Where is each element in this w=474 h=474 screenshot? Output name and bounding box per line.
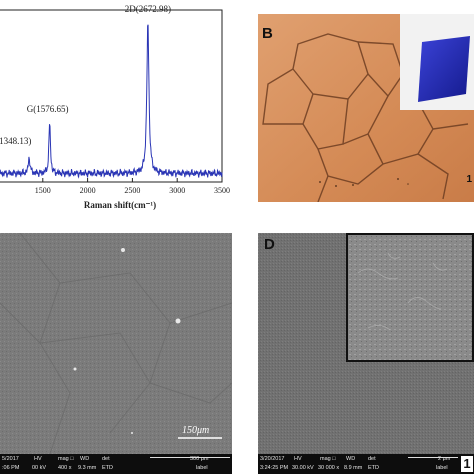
sem-c-wd-value: 9.3 mm [78,465,97,471]
x-tick-label: 2500 [124,186,140,195]
sem-c-det-value: ETD [102,465,113,471]
raman-spectrum-line [0,24,223,179]
sem-micrograph-low-mag [0,233,232,455]
sem-micrograph-high-mag [258,233,474,454]
x-tick-label: 3500 [214,186,230,195]
blue-sample-icon [418,36,470,102]
sem-d-date: 3/20/2017 [260,456,285,462]
optical-micrograph [258,14,474,202]
graphene-sample-photo [400,14,474,110]
sem-c-label-value: label [196,465,208,471]
peak-label: 1348.13) [0,136,31,146]
plot-frame [0,9,223,183]
panel-b-edge-text: 1 [466,174,472,185]
sem-c-wd-header: WD [80,456,90,462]
raman-chart: 1500 2000 2500 3000 3500 1348.13) G(1576.65) 2… [0,4,230,210]
sem-c-det-header: det [102,456,110,462]
panel-b-optical-image: B 1 [258,14,474,202]
sem-d-wd-value: 8.9 mm [344,465,363,471]
sem-info-bar-d: 3/20/2017 3:24:25 PM HV 30.00 kV mag □ 3… [258,454,474,474]
sem-d-det-header: det [368,456,376,462]
sem-c-hv-header: HV [34,456,42,462]
sem-d-hv-header: HV [294,456,302,462]
sem-info-bar-c: 5/2017 :06 PM HV 00 kV mag □ 400 x WD 9.… [0,454,232,474]
sem-c-mag-header: mag □ [58,456,74,462]
sem-d-mag-header: mag □ [320,456,336,462]
sem-c-date: 5/2017 [2,456,19,462]
peak-label: 2D(2672.98) [125,4,171,14]
sem-d-edge-letter: 1 [461,456,473,472]
x-tick-label: 1500 [35,186,51,195]
sem-d-mag-value: 30 000 x [318,465,340,471]
sem-c-time: :06 PM [2,465,20,471]
sem-c-scale-header: 300 μm [190,456,209,462]
panel-a-raman: 1500 2000 2500 3000 3500 1348.13) G(1576.65) 2… [0,0,240,218]
sem-grain-boundaries [0,233,232,455]
x-axis-label: Raman shift(cm⁻¹) [84,200,156,210]
x-tick-label: 3000 [169,186,185,195]
panel-c-sem-image: 150μm 5/2017 :06 PM HV 00 kV mag □ 400 x… [0,233,232,474]
sem-d-wd-header: WD [346,456,356,462]
panel-b-label: B [262,25,273,42]
x-tick-label: 2000 [80,186,96,195]
sem-c-mag-value: 400 x [58,465,72,471]
sem-c-hv-value: 00 kV [32,465,47,471]
scale-bar-label: 150μm [182,425,210,436]
sem-d-scale-header: 2 μm [438,456,451,462]
panel-d-sem-image: D 3/20/2017 3:24:25 PM HV 30.00 kV mag □… [258,233,474,474]
panel-d-label: D [264,236,275,253]
sem-d-det-value: ETD [368,465,379,471]
sem-d-time: 3:24:25 PM [260,465,289,471]
wrinkle-lines [357,252,448,331]
peak-label: G(1576.65) [27,104,69,114]
sem-d-hv-value: 30.00 kV [292,465,314,471]
sem-d-label-value: label [436,465,448,471]
zoom-inset-frame [346,233,474,362]
